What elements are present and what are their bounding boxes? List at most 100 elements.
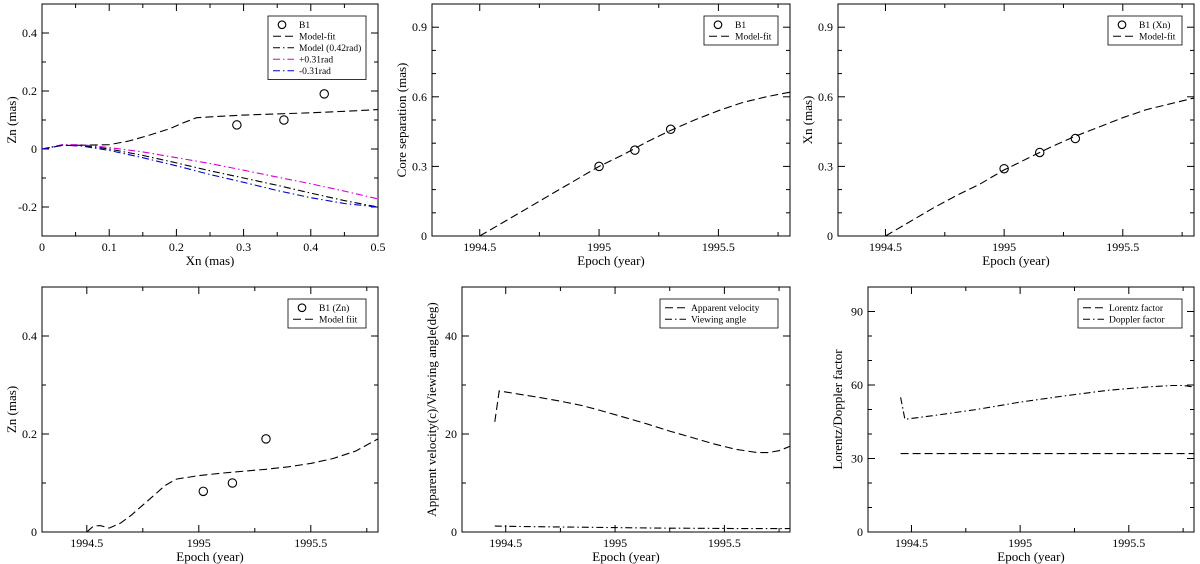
series-line-1	[885, 97, 1194, 236]
y-tick-label: 0.9	[412, 20, 427, 34]
y-axis-title: Lorentz/Doppler factor	[830, 349, 845, 470]
x-axis-title: Epoch (year)	[997, 549, 1065, 564]
y-tick-label: 0	[451, 525, 457, 539]
plot-frame	[41, 286, 379, 533]
x-tick-label: 1995.5	[294, 536, 327, 550]
x-tick-label: 1995	[1008, 536, 1032, 550]
series-line-1	[494, 525, 790, 530]
series-line-1	[900, 384, 1194, 420]
legend-entry: -0.31rad	[299, 67, 331, 77]
legend-marker	[297, 303, 307, 313]
chart-panel-p1: 0 0.1 0.2 0.3 0.4 0.5 -0.2 0 0.2 0.4 Xn (mas) Zn (m…	[4, 3, 386, 268]
y-tick-label: 0.3	[818, 159, 833, 173]
legend: Apparent velocity Viewing angle	[659, 298, 779, 329]
y-axis-title: Zn (mas)	[4, 96, 19, 143]
legend-marker	[277, 20, 287, 30]
legend-entry: Lorentz factor	[1109, 303, 1164, 314]
plot-data	[42, 89, 378, 208]
data-point	[227, 478, 238, 488]
y-tick-label: 0.9	[818, 20, 833, 34]
legend-entry: B1	[735, 21, 746, 31]
series-line-1	[42, 109, 378, 150]
y-tick-label: 0.2	[22, 84, 37, 98]
legend: B1 (Zn)Model fiit	[287, 298, 367, 329]
data-point	[232, 120, 242, 130]
data-point	[319, 89, 329, 99]
x-tick-label: 0.3	[236, 240, 251, 254]
series-line-3	[42, 144, 378, 200]
legend-marker	[1117, 20, 1127, 30]
x-axis-title: Epoch (year)	[176, 549, 244, 564]
x-axis-title: Epoch (year)	[592, 549, 660, 564]
y-axis-title: Apparent velocity(c)/Viewing angle(deg)	[424, 302, 439, 516]
series-line-1	[479, 91, 790, 236]
legend-entry: Doppler factor	[1109, 315, 1165, 326]
x-tick-label: 1995	[992, 240, 1016, 254]
y-tick-label: 20	[445, 427, 457, 441]
legend-entry: B1 (Xn)	[1139, 20, 1170, 31]
legend-entry: Viewing angle	[691, 316, 746, 326]
legend-entry: Model-fit	[299, 32, 336, 43]
plot-data	[479, 91, 790, 236]
y-tick-label: 0.4	[22, 26, 37, 40]
y-tick-label: 30	[851, 452, 863, 466]
y-axis-title: Core separation (mas)	[394, 63, 409, 178]
y-tick-label: 0	[827, 229, 833, 243]
data-point	[279, 115, 289, 125]
y-tick-label: 0	[421, 229, 427, 243]
x-tick-label: 1995.5	[1106, 240, 1139, 254]
x-tick-label: 0.5	[371, 240, 386, 254]
y-tick-label: 0	[857, 525, 863, 539]
series-line-2	[42, 144, 378, 208]
legend-entry: B1	[299, 21, 310, 31]
legend-entry: Apparent velocity	[691, 304, 760, 314]
legend-frame	[1077, 298, 1183, 329]
plot-frame	[461, 286, 791, 533]
x-tick-label: 1995.5	[702, 240, 735, 254]
series-line-4	[42, 144, 378, 208]
y-tick-label: -0.2	[18, 200, 37, 214]
x-tick-label: 1995	[603, 536, 627, 550]
legend-entry: Model-fit	[1139, 32, 1176, 43]
y-tick-label: 60	[851, 378, 863, 392]
x-tick-label: 1995	[587, 240, 611, 254]
x-tick-label: 0.4	[303, 240, 318, 254]
x-tick-label: 1994.5	[895, 536, 928, 550]
data-point	[198, 486, 209, 497]
legend-entry: Model fiit	[319, 315, 358, 326]
x-axis-title: Xn (mas)	[186, 253, 235, 268]
legend-marker	[713, 20, 723, 30]
y-axis-title: Xn (mas)	[800, 96, 815, 145]
y-axis-title: Zn (mas)	[4, 386, 19, 433]
series-line-1	[86, 438, 378, 532]
series-line-0	[494, 390, 790, 454]
chart-panel-p2: 1994.5 1995 1995.5 0 0.3 0.6 0.9 Epoch (year) Co…	[394, 3, 791, 268]
plot-data	[900, 384, 1194, 455]
legend-entry: Model-fit	[735, 32, 772, 43]
x-tick-label: 1994.5	[869, 240, 902, 254]
x-tick-label: 0.2	[169, 240, 184, 254]
chart-panel-p3: 1994.5 1995 1995.5 0 0.3 0.6 0.9 Epoch (year) Xn…	[800, 3, 1195, 268]
y-tick-label: 0.2	[22, 427, 37, 441]
y-tick-label: 0.6	[412, 90, 427, 104]
x-tick-label: 1995.5	[1112, 536, 1145, 550]
legend-entry: Model (0.42rad)	[299, 43, 361, 54]
x-tick-label: 0.1	[102, 240, 117, 254]
y-tick-label: 40	[445, 329, 457, 343]
legend: B1 (Xn)Model-fit	[1107, 15, 1183, 46]
chart-panel-p6: 1994.5 1995 1995.5 0 30 60 90 Epoch (year) Loren…	[830, 286, 1195, 564]
legend-entry: B1 (Zn)	[319, 303, 349, 314]
y-tick-label: 0	[31, 142, 37, 156]
chart-panel-p4: 1994.5 1995 1995.5 0 0.2 0.4 Epoch (year) Zn (m…	[4, 286, 379, 564]
x-tick-label: 1995	[187, 536, 211, 550]
x-tick-label: 0	[39, 240, 45, 254]
legend-frame	[659, 298, 779, 329]
chart-panel-p5: 1994.5 1995 1995.5 0 20 40 Epoch (year) Apparen…	[424, 286, 791, 564]
x-tick-label: 1994.5	[489, 536, 522, 550]
x-tick-label: 1994.5	[463, 240, 496, 254]
y-tick-label: 90	[851, 305, 863, 319]
